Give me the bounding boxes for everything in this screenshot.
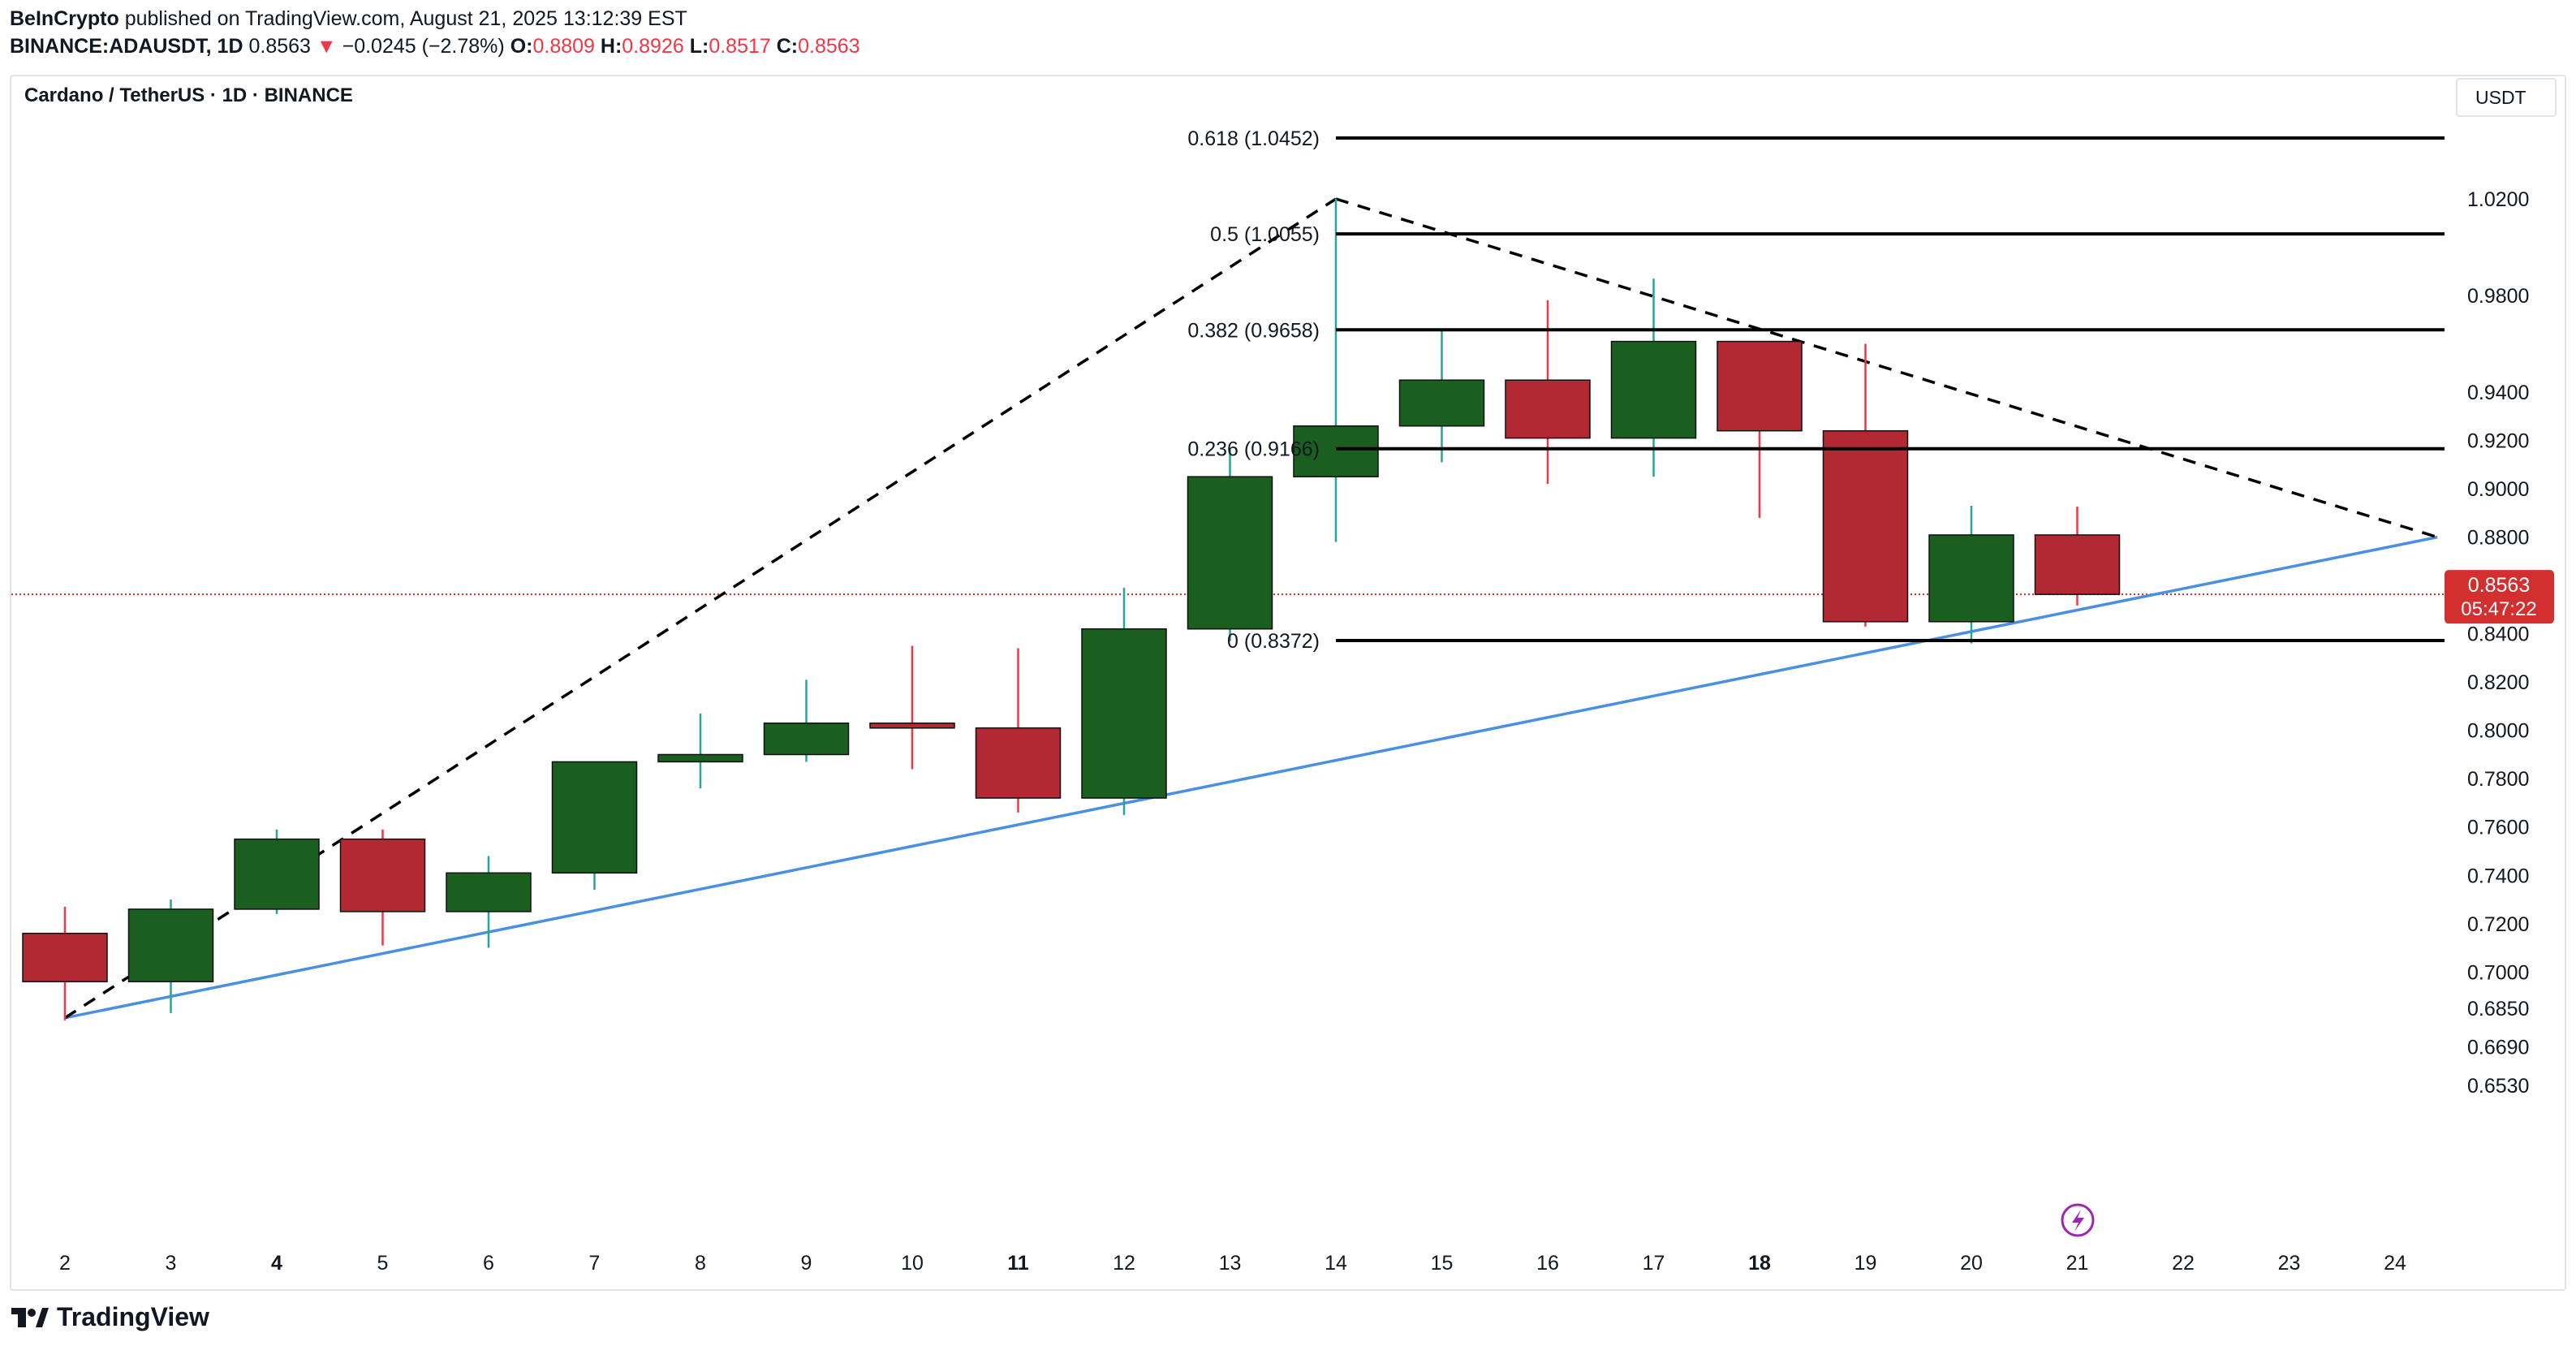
x-tick-label-24: 24	[2384, 1252, 2406, 1275]
candle-body-day-4	[234, 838, 320, 910]
x-tick-label-15: 15	[1431, 1252, 1454, 1275]
last-price: 0.8563	[248, 35, 311, 58]
x-tick-label-9: 9	[801, 1252, 812, 1275]
candle-body-day-13	[1187, 476, 1273, 630]
fib-level-label-3: 0.236 (0.9166)	[1187, 438, 1320, 461]
candle-body-day-6	[446, 872, 532, 912]
candle-body-day-20	[1928, 534, 2014, 623]
dashed-line-2	[1335, 197, 2438, 539]
x-tick-label-13: 13	[1219, 1252, 1242, 1275]
fib-level-label-4: 0 (0.8372)	[1227, 630, 1320, 653]
lightning-icon[interactable]	[2061, 1203, 2095, 1237]
currency-unit-button[interactable]: USDT	[2456, 78, 2557, 117]
y-tick-label-6: 0.8400	[2467, 623, 2529, 646]
low-value: 0.8517	[709, 35, 771, 58]
x-tick-label-4: 4	[271, 1252, 282, 1275]
candle-body-day-16	[1505, 379, 1591, 439]
y-tick-label-5: 0.8800	[2467, 527, 2529, 550]
x-tick-label-20: 20	[1960, 1252, 1983, 1275]
down-arrow-icon: ▼	[316, 35, 337, 58]
candle-body-day-12	[1081, 628, 1167, 799]
x-tick-label-2: 2	[59, 1252, 71, 1275]
open-label: O:	[510, 35, 533, 58]
y-tick-label-11: 0.7400	[2467, 865, 2529, 887]
fib-level-label-1: 0.5 (1.0055)	[1210, 223, 1320, 246]
candle-body-day-21	[2034, 534, 2121, 595]
y-tick-label-9: 0.7800	[2467, 768, 2529, 791]
x-tick-label-5: 5	[377, 1252, 389, 1275]
y-tick-label-7: 0.8200	[2467, 671, 2529, 694]
x-tick-label-16: 16	[1536, 1252, 1559, 1275]
x-tick-label-10: 10	[901, 1252, 924, 1275]
candle-body-day-9	[763, 723, 850, 756]
chart-title: Cardano / TetherUS · 1D · BINANCE	[24, 84, 353, 106]
x-tick-label-18: 18	[1748, 1252, 1771, 1275]
y-tick-label-15: 0.6690	[2467, 1037, 2529, 1059]
x-tick-label-21: 21	[2066, 1252, 2089, 1275]
y-tick-label-8: 0.8000	[2467, 720, 2529, 743]
tradingview-logo[interactable]: TradingView	[11, 1302, 209, 1332]
x-tick-label-3: 3	[166, 1252, 177, 1275]
open-value: 0.8809	[532, 35, 595, 58]
x-tick-label-23: 23	[2278, 1252, 2301, 1275]
x-tick-label-12: 12	[1113, 1252, 1135, 1275]
published-text: published on TradingView.com, August 21,…	[124, 7, 687, 30]
candle-body-day-14	[1293, 425, 1379, 477]
price-badge	[2445, 570, 2554, 624]
candle-body-day-15	[1398, 379, 1485, 427]
x-tick-label-22: 22	[2172, 1252, 2195, 1275]
x-tick-label-19: 19	[1854, 1252, 1877, 1275]
candle-body-day-3	[127, 908, 214, 982]
footer-brand: TradingView	[57, 1302, 209, 1331]
x-tick-label-14: 14	[1325, 1252, 1347, 1275]
candle-body-day-19	[1822, 429, 1909, 623]
candle-body-day-2	[22, 932, 108, 982]
close-value: 0.8563	[798, 35, 860, 58]
y-tick-label-10: 0.7600	[2467, 817, 2529, 839]
close-label: C:	[776, 35, 799, 58]
y-tick-label-12: 0.7200	[2467, 913, 2529, 936]
candle-body-day-7	[551, 761, 638, 874]
chart-frame	[10, 75, 2566, 1291]
support-trendline	[64, 535, 2438, 1020]
y-tick-label-3: 0.9200	[2467, 430, 2529, 453]
candle-body-day-11	[975, 727, 1062, 799]
y-tick-label-4: 0.9000	[2467, 478, 2529, 501]
high-value: 0.8926	[622, 35, 684, 58]
symbol-label[interactable]: BINANCE:ADAUSDT, 1D	[10, 35, 243, 58]
y-tick-label-14: 0.6850	[2467, 998, 2529, 1020]
x-tick-label-7: 7	[589, 1252, 601, 1275]
fib-level-label-0: 0.618 (1.0452)	[1187, 127, 1320, 150]
price-badge-countdown: 05:47:22	[2461, 598, 2536, 620]
price-change: −0.0245 (−2.78%)	[342, 35, 505, 58]
fib-level-label-2: 0.382 (0.9658)	[1187, 319, 1320, 342]
candle-body-day-8	[657, 753, 743, 763]
y-tick-label-0: 1.0200	[2467, 188, 2529, 211]
y-tick-label-16: 0.6530	[2467, 1075, 2529, 1098]
candle-body-day-17	[1610, 340, 1697, 439]
high-label: H:	[600, 35, 622, 58]
x-tick-label-6: 6	[483, 1252, 494, 1275]
y-tick-label-1: 0.9800	[2467, 285, 2529, 308]
publisher-name[interactable]: BeInCrypto	[10, 7, 119, 30]
x-tick-label-11: 11	[1007, 1252, 1029, 1275]
x-tick-label-17: 17	[1643, 1252, 1665, 1275]
y-tick-label-2: 0.9400	[2467, 382, 2529, 404]
chart-header: BeInCrypto published on TradingView.com,…	[10, 5, 860, 60]
low-label: L:	[689, 35, 709, 58]
tradingview-logo-icon	[11, 1307, 49, 1327]
candle-body-day-18	[1717, 340, 1803, 432]
price-badge-value: 0.8563	[2468, 574, 2530, 597]
candle-body-day-5	[339, 838, 426, 912]
candle-body-day-10	[869, 723, 955, 729]
y-tick-label-13: 0.7000	[2467, 961, 2529, 984]
x-tick-label-8: 8	[695, 1252, 706, 1275]
